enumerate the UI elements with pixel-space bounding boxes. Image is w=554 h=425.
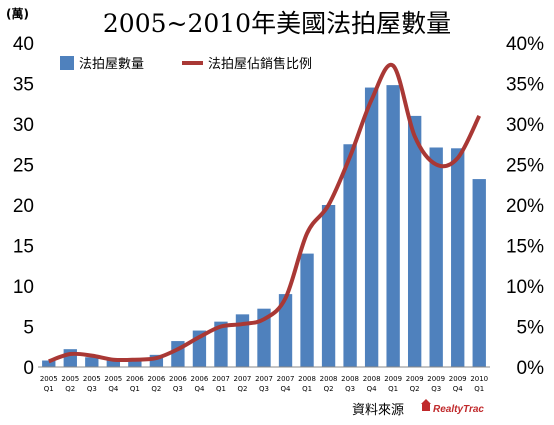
x-tick-year: 2007 — [277, 375, 295, 383]
bar — [364, 87, 379, 368]
left-y-tick-label: 30 — [13, 115, 34, 136]
x-tick-year: 2005 — [104, 375, 122, 383]
left-y-axis: 0 5 10 15 20 25 30 35 40 — [13, 34, 34, 379]
right-y-tick-label: 10% — [506, 277, 544, 298]
bar — [85, 357, 99, 367]
x-tick-year: 2006 — [169, 375, 187, 383]
bar — [451, 148, 465, 367]
x-tick-year: 2008 — [363, 375, 381, 383]
x-tick-year: 2007 — [234, 375, 252, 383]
left-y-tick-label: 40 — [13, 34, 34, 55]
x-tick-quarter: Q4 — [281, 385, 292, 393]
x-tick-year: 2005 — [83, 375, 101, 383]
x-tick-quarter: Q2 — [410, 385, 420, 393]
x-tick-year: 2005 — [40, 375, 58, 383]
x-tick-year: 2008 — [320, 375, 338, 383]
x-tick-year: 2006 — [126, 375, 144, 383]
x-tick-year: 2007 — [255, 375, 273, 383]
left-y-tick-label: 15 — [13, 237, 34, 258]
right-y-tick-label: 5% — [517, 318, 545, 339]
x-tick-quarter: Q4 — [367, 385, 378, 393]
bar — [343, 144, 357, 367]
bar — [235, 314, 250, 367]
x-tick-quarter: Q3 — [345, 385, 355, 393]
right-y-tick-label: 15% — [506, 237, 544, 258]
x-tick-quarter: Q2 — [151, 385, 161, 393]
realtytrac-logo-icon — [421, 399, 431, 411]
x-tick-year: 2008 — [298, 375, 316, 383]
x-tick-year: 2009 — [449, 375, 467, 383]
left-y-tick-label: 0 — [23, 358, 34, 379]
right-y-tick-label: 30% — [506, 115, 544, 136]
right-y-tick-label: 0% — [517, 358, 545, 379]
right-y-tick-label: 40% — [506, 34, 544, 55]
right-y-tick-label: 25% — [506, 156, 544, 177]
x-tick-quarter: Q1 — [474, 385, 484, 393]
x-tick-quarter: Q1 — [44, 385, 54, 393]
source-credit: 資料來源 RealtyTrac — [352, 399, 484, 418]
x-tick-year: 2009 — [427, 375, 445, 383]
bar — [429, 147, 443, 367]
bar — [472, 179, 486, 367]
left-y-tick-label: 10 — [13, 277, 34, 298]
x-tick-quarter: Q1 — [130, 385, 140, 393]
bar — [386, 85, 400, 368]
legend-label-line: 法拍屋佔銷售比例 — [208, 56, 312, 72]
bar — [278, 294, 293, 367]
bar — [407, 115, 422, 368]
bar — [42, 360, 56, 367]
bar — [214, 321, 228, 367]
source-label: 資料來源 — [352, 403, 404, 418]
x-tick-quarter: Q1 — [216, 385, 226, 393]
right-y-tick-label: 20% — [506, 196, 544, 217]
bar — [106, 359, 121, 367]
x-tick-quarter: Q2 — [237, 385, 247, 393]
x-tick-quarter: Q2 — [65, 385, 75, 393]
line-series — [48, 62, 482, 364]
source-brand: RealtyTrac — [433, 404, 484, 415]
bar — [300, 253, 314, 367]
x-tick-quarter: Q3 — [431, 385, 441, 393]
x-tick-quarter: Q3 — [173, 385, 183, 393]
line-path — [48, 62, 482, 364]
x-tick-quarter: Q3 — [259, 385, 269, 393]
right-y-tick-label: 35% — [506, 75, 544, 96]
x-tick-quarter: Q4 — [194, 385, 205, 393]
x-tick-year: 2008 — [341, 375, 359, 383]
legend-swatch-bar — [60, 56, 74, 70]
x-tick-quarter: Q3 — [87, 385, 97, 393]
bar-series — [42, 85, 486, 368]
x-tick-year: 2007 — [212, 375, 230, 383]
x-tick-quarter: Q1 — [388, 385, 398, 393]
legend-label-bar: 法拍屋數量 — [79, 57, 144, 72]
bar — [257, 308, 271, 367]
left-y-tick-label: 20 — [13, 196, 34, 217]
x-tick-year: 2006 — [147, 375, 165, 383]
x-tick-quarter: Q4 — [108, 385, 119, 393]
right-y-axis: 0% 5% 10% 15% 20% 25% 30% 35% 40% — [506, 34, 544, 379]
x-tick-year: 2006 — [191, 375, 209, 383]
left-y-tick-label: 5 — [23, 318, 34, 339]
bar — [321, 205, 336, 367]
x-tick-year: 2010 — [470, 375, 488, 383]
left-y-tick-label: 35 — [13, 75, 34, 96]
x-tick-year: 2009 — [406, 375, 424, 383]
x-tick-quarter: Q4 — [453, 385, 464, 393]
bar — [128, 359, 142, 367]
y-axis-unit: (萬) — [6, 6, 29, 21]
legend: 法拍屋數量 法拍屋佔銷售比例 — [60, 56, 312, 72]
chart-title: 2005~2010年美國法拍屋數量 — [103, 9, 451, 38]
x-axis: 2005 Q1 2005 Q2 2005 Q3 2005 Q4 2006 Q1 2006 Q2 2006… — [40, 375, 488, 393]
x-tick-year: 2005 — [61, 375, 79, 383]
left-y-tick-label: 25 — [13, 156, 34, 177]
x-tick-year: 2009 — [384, 375, 402, 383]
x-tick-quarter: Q2 — [324, 385, 334, 393]
x-tick-quarter: Q1 — [302, 385, 312, 393]
